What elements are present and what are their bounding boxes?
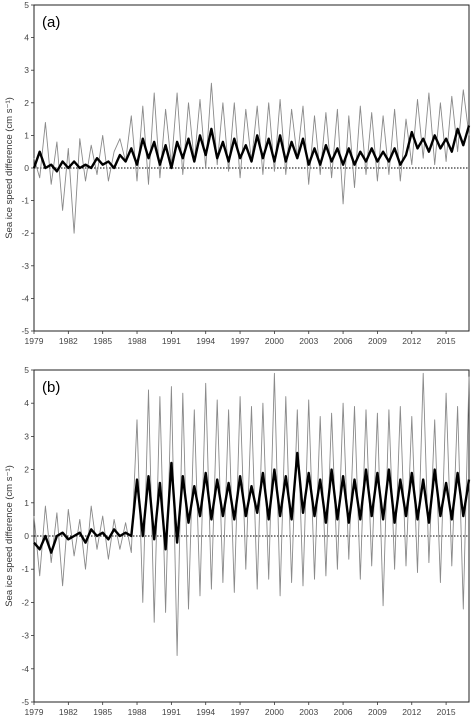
series-line-smoothed	[32, 125, 471, 173]
panel-label: (b)	[42, 379, 60, 396]
x-tick-label: 1994	[196, 336, 215, 346]
x-tick-label: 2015	[437, 707, 456, 717]
chart-panel-b: -5 -4 -3 -2 -1 0 1 2 3 4 5 1979 1982 1985 1988 1991 1994…	[4, 365, 471, 717]
y-tick-label: 3	[24, 431, 29, 441]
y-tick-label: 3	[24, 65, 29, 75]
y-tick-label: -5	[21, 326, 29, 336]
x-tick-label: 2009	[368, 336, 387, 346]
x-tick-label: 2000	[265, 707, 284, 717]
x-tick-label: 1997	[231, 707, 250, 717]
series-line-smoothed	[33, 451, 471, 554]
x-tick-label: 2000	[265, 336, 284, 346]
x-tick-label: 2012	[402, 707, 421, 717]
y-tick-label: 1	[24, 130, 29, 140]
y-tick-label: -3	[21, 631, 29, 641]
x-tick-label: 1985	[93, 336, 112, 346]
y-tick-label: 5	[24, 0, 29, 10]
x-tick-label: 1985	[93, 707, 112, 717]
x-tick-label: 2003	[299, 707, 318, 717]
x-tick-label: 1991	[162, 707, 181, 717]
y-tick-label: 5	[24, 365, 29, 375]
x-tick-label: 2009	[368, 707, 387, 717]
x-tick-label: 1988	[128, 336, 147, 346]
y-axis-label: Sea ice speed difference (cm s⁻¹)	[4, 465, 15, 607]
x-tick-label: 1979	[25, 336, 44, 346]
x-tick-label: 1979	[25, 707, 44, 717]
y-tick-label: 4	[24, 33, 29, 43]
y-tick-label: -1	[21, 196, 29, 206]
y-tick-label: 0	[24, 531, 29, 541]
x-tick-label: 2003	[299, 336, 318, 346]
y-tick-label: -4	[21, 293, 29, 303]
y-tick-label: 4	[24, 398, 29, 408]
x-tick-label: 1982	[59, 336, 78, 346]
x-tick-label: 2006	[334, 336, 353, 346]
x-tick-label: 1988	[128, 707, 147, 717]
y-axis-label: Sea ice speed difference (cm s⁻¹)	[4, 97, 15, 239]
x-tick-label: 2015	[437, 336, 456, 346]
x-tick-label: 1982	[59, 707, 78, 717]
y-tick-label: -3	[21, 261, 29, 271]
y-tick-label: -5	[21, 697, 29, 707]
y-tick-label: -4	[21, 664, 29, 674]
y-tick-label: -2	[21, 597, 29, 607]
x-tick-label: 2012	[402, 336, 421, 346]
series-line-monthly	[33, 372, 470, 656]
x-tick-label: 1991	[162, 336, 181, 346]
y-tick-label: 0	[24, 163, 29, 173]
y-tick-label: 1	[24, 498, 29, 508]
x-tick-label: 1997	[231, 336, 250, 346]
x-tick-label: 1994	[196, 707, 215, 717]
y-tick-label: -1	[21, 564, 29, 574]
y-tick-label: 2	[24, 465, 29, 475]
y-tick-label: 2	[24, 98, 29, 108]
panel-label: (a)	[42, 14, 60, 31]
x-tick-label: 2006	[334, 707, 353, 717]
y-tick-label: -2	[21, 228, 29, 238]
chart-panel-a: -5 -4 -3 -2 -1 0 1 2 3 4 5 1979 1982 1985 1988 1991 1994…	[4, 0, 471, 346]
